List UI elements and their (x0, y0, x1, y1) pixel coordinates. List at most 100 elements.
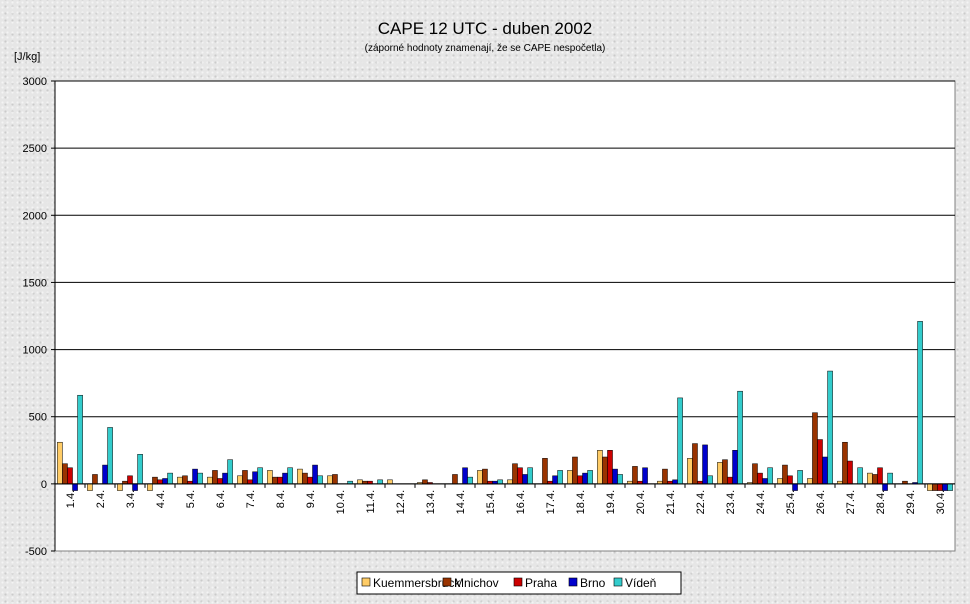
bar (797, 470, 803, 485)
bar (587, 470, 593, 485)
x-tick-label: 16.4. (515, 490, 527, 514)
bar (127, 475, 133, 485)
bar (607, 450, 613, 485)
bar (252, 471, 258, 485)
y-tick-label: 500 (29, 412, 47, 424)
x-tick-label: 29.4. (905, 490, 917, 514)
bar (247, 479, 253, 485)
y-tick-label: 1500 (23, 277, 47, 289)
bar (152, 476, 158, 485)
bar (132, 483, 138, 491)
bar (147, 483, 153, 491)
bar (287, 467, 293, 485)
bar (617, 474, 623, 485)
bar (227, 459, 233, 485)
bar (687, 458, 693, 485)
x-tick-label: 28.4. (875, 490, 887, 514)
bar (422, 479, 428, 485)
bar (102, 464, 108, 485)
bar (872, 474, 878, 485)
legend-label: Praha (525, 576, 557, 590)
bar (602, 456, 608, 485)
y-tick-label: -500 (25, 546, 47, 558)
x-tick-label: 30.4. (935, 490, 947, 514)
bar (792, 483, 798, 491)
bar (217, 478, 223, 485)
bar (597, 450, 603, 485)
bar (867, 472, 873, 485)
bar (177, 476, 183, 485)
bar (847, 460, 853, 485)
y-axis-ticks: -500 0 500 1000 1500 2000 2500 3000 (23, 76, 55, 558)
bar (932, 483, 938, 491)
bar (577, 475, 583, 485)
bar (762, 478, 768, 485)
x-tick-label: 2.4. (95, 490, 107, 508)
x-tick-label: 12.4. (395, 490, 407, 514)
bar (87, 483, 93, 491)
x-tick-label: 3.4. (125, 490, 137, 508)
x-tick-label: 4.4. (155, 490, 167, 508)
bar (162, 478, 168, 485)
bar (507, 479, 513, 485)
bar (662, 468, 668, 485)
bar (312, 464, 318, 485)
legend-swatch (513, 577, 523, 587)
x-tick-label: 9.4. (305, 490, 317, 508)
bar (67, 467, 73, 485)
bar (737, 390, 743, 485)
bar (947, 483, 953, 491)
bar (107, 427, 113, 485)
bar (782, 464, 788, 485)
bar (812, 412, 818, 485)
bar (512, 463, 518, 485)
bar (62, 463, 68, 485)
bar (72, 483, 78, 491)
bar (267, 470, 273, 485)
legend-swatch (361, 577, 371, 587)
bar (517, 467, 523, 485)
x-tick-label: 7.4. (245, 490, 257, 508)
bar (767, 467, 773, 485)
bar (752, 463, 758, 485)
x-tick-label: 8.4. (275, 490, 287, 508)
bar (387, 479, 393, 485)
x-tick-label: 20.4. (635, 490, 647, 514)
bar (787, 475, 793, 485)
bar (192, 468, 198, 485)
bar (482, 468, 488, 485)
bar (237, 475, 243, 485)
bar (722, 459, 728, 485)
bar (567, 470, 573, 485)
bar (452, 474, 458, 485)
bar (57, 441, 63, 485)
bar (672, 479, 678, 485)
bar (212, 470, 218, 485)
x-tick-label: 23.4. (725, 490, 737, 514)
bar (242, 470, 248, 485)
bar (207, 476, 213, 485)
x-tick-label: 13.4. (425, 490, 437, 514)
chart-subtitle: (záporné hodnoty znamenají, že se CAPE n… (365, 43, 606, 54)
bar (272, 476, 278, 485)
bar (297, 468, 303, 485)
bar (307, 476, 313, 485)
bar (222, 472, 228, 485)
bar (557, 470, 563, 485)
bar (572, 456, 578, 485)
y-tick-label: 2000 (23, 210, 47, 222)
bar (277, 476, 283, 485)
bar (877, 467, 883, 485)
bar (137, 454, 143, 485)
bar (887, 472, 893, 485)
x-tick-label: 19.4. (605, 490, 617, 514)
bar (357, 479, 363, 485)
y-axis-unit-label: [J/kg] (14, 51, 40, 63)
bar (527, 467, 533, 485)
x-tick-label: 14.4. (455, 490, 467, 514)
chart-title: CAPE 12 UTC - duben 2002 (378, 19, 593, 38)
y-tick-label: 3000 (23, 76, 47, 88)
x-tick-label: 11.4. (365, 490, 377, 514)
